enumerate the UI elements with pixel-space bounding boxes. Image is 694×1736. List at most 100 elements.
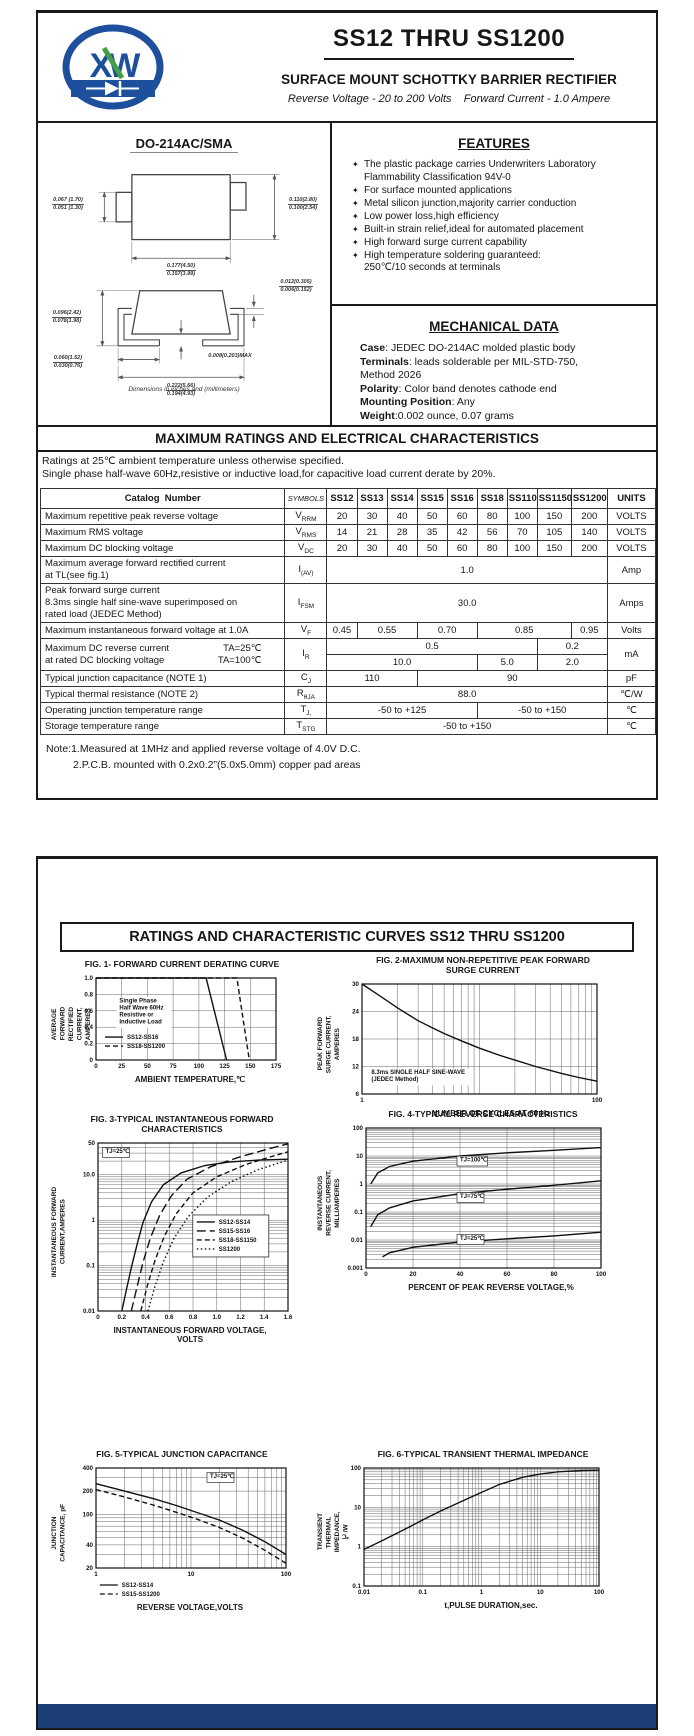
svg-text:1: 1 — [92, 1217, 96, 1224]
table-header-cell: SS13 — [356, 488, 388, 509]
svg-text:0.001: 0.001 — [348, 1265, 364, 1272]
figure-3-ylabel: INSTANTANEOUS FORWARD CURRENT,AMPERES — [51, 1186, 67, 1277]
table-cell: 40 — [386, 508, 418, 525]
svg-text:1: 1 — [360, 1181, 364, 1188]
svg-text:1.4: 1.4 — [260, 1314, 269, 1321]
svg-text:8.3ms SINGLE HALF SINE-WAVE(JE: 8.3ms SINGLE HALF SINE-WAVE (JEDEC Method… — [371, 1070, 465, 1083]
table-cell: TSTG — [284, 718, 328, 735]
svg-text:1: 1 — [358, 1544, 362, 1551]
table-cell: ℃ — [606, 718, 657, 735]
table-cell: Maximum RMS voltage — [39, 524, 286, 541]
table-cell: RθJA — [284, 686, 328, 703]
table-header-cell: SS18 — [476, 488, 508, 509]
svg-text:SS18-SS1150: SS18-SS1150 — [219, 1238, 257, 1244]
table-cell: VDC — [284, 540, 328, 557]
svg-text:0.01: 0.01 — [83, 1308, 96, 1315]
figure-5-ylabel: JUNCTION CAPACITANCE, pF — [51, 1503, 67, 1562]
svg-text:100: 100 — [281, 1571, 292, 1578]
figure-1-ylabel: AVERAGE FORWARD RECTIFIED CURRENT, AMPER… — [51, 1006, 92, 1041]
svg-text:100: 100 — [83, 1511, 94, 1518]
table-cell: Storage temperature range — [39, 718, 286, 735]
table-cell: pF — [606, 670, 657, 687]
figure-5-title: FIG. 5-TYPICAL JUNCTION CAPACITANCE — [96, 1449, 268, 1459]
table-cell: VRRM — [284, 508, 328, 525]
table-cell: 40 — [386, 540, 418, 557]
mechanical-item: Case: JEDEC DO-214AC molded plastic body — [360, 342, 576, 354]
svg-text:10: 10 — [537, 1589, 544, 1596]
mechanical-heading: MECHANICAL DATA — [429, 319, 559, 334]
figure-3-xlabel: INSTANTANEOUS FORWARD VOLTAGE, VOLTS — [113, 1326, 267, 1344]
table-cell: -50 to +125 — [326, 702, 478, 719]
bullet-icon: ✦ — [352, 185, 359, 195]
table-row: Typical junction capacitance (NOTE 1) CJ 1… — [39, 670, 657, 687]
svg-text:200: 200 — [83, 1488, 94, 1495]
figure-2-chart: 1 100 6 12 18 24 30 8.3ms SINGLE HALF SINE-WAVE… — [352, 981, 603, 1104]
bullet-icon: ✦ — [352, 224, 359, 234]
figure-3-title: FIG. 3-TYPICAL INSTANTANEOUS FORWARD CHA… — [90, 1114, 274, 1134]
bullet-icon: ✦ — [352, 250, 359, 260]
table-cell: 88.0 — [326, 686, 608, 703]
table-cell: 50 — [416, 540, 448, 557]
svg-text:SS12-SS14: SS12-SS14 — [219, 1220, 251, 1226]
ratings-desc-line2: Single phase half-wave 60Hz,resistive or… — [42, 468, 496, 480]
svg-text:0.8: 0.8 — [189, 1314, 198, 1321]
table-cell: Volts — [606, 622, 657, 639]
figure-1-xlabel: AMBIENT TEMPERATURE,℃ — [134, 1075, 246, 1084]
table-cell: 35 — [416, 524, 448, 541]
package-drawing-svg — [96, 173, 280, 382]
svg-text:75: 75 — [170, 1063, 177, 1070]
svg-text:100: 100 — [596, 1271, 607, 1278]
svg-text:0.8: 0.8 — [84, 991, 93, 998]
figure-5: FIG. 5-TYPICAL JUNCTION CAPACITANCE JUNC… — [51, 1449, 310, 1612]
svg-text:20: 20 — [86, 1565, 93, 1572]
svg-text:0: 0 — [90, 1057, 94, 1064]
figure-2-title: FIG. 2-MAXIMUM NON-REPETITIVE PEAK FORWA… — [376, 955, 590, 975]
table-header-cell: SS12 — [326, 488, 358, 509]
figure-3-chart: 0 0.2 0.4 0.6 0.8 1.0 1.2 1.4 1.6 0.01 0.1 1 10.0 50 T… — [83, 1140, 293, 1321]
feature-item: ✦ Built-in strain relief,ideal for automa… — [352, 223, 584, 235]
table-header-cell: SS15 — [416, 488, 448, 509]
svg-text:100: 100 — [194, 1063, 205, 1070]
svg-text:0: 0 — [364, 1271, 368, 1278]
feature-item: ✦ High temperature soldering guaranteed: … — [352, 249, 541, 274]
bullet-icon: ✦ — [352, 198, 359, 208]
ratings-desc-line1: Ratings at 25℃ ambient temperature unles… — [42, 455, 344, 467]
svg-text:1: 1 — [94, 1571, 98, 1578]
features-section: FEATURES ✦ The plastic package carries Un… — [332, 136, 656, 304]
table-cell: 140 — [570, 524, 608, 541]
svg-text:40: 40 — [86, 1542, 93, 1549]
table-cell: CJ — [284, 670, 328, 687]
figure-5-chart: 1 10 100 400 200 100 40 20 TJ=25℃ SS12-SS14 SS15-S… — [83, 1465, 292, 1598]
svg-text:10: 10 — [356, 1153, 363, 1160]
feature-item: ✦ Metal silicon junction,majority carrier… — [352, 197, 577, 209]
ratings-table: Catalog Number SYMBOLS SS12 SS13 SS14 SS15 SS1… — [39, 488, 657, 735]
svg-text:SS18-SS1200: SS18-SS1200 — [127, 1044, 166, 1050]
table-cell: 0.95 — [570, 622, 608, 639]
svg-text:1.2: 1.2 — [236, 1314, 245, 1321]
table-cell: 20 — [326, 508, 358, 525]
svg-text:1.0: 1.0 — [84, 975, 93, 982]
dim-body-height: 0.110(2.80) 0.100(2.54) — [288, 197, 318, 211]
svg-text:100: 100 — [353, 1125, 364, 1132]
svg-text:0.2: 0.2 — [117, 1314, 126, 1321]
table-row: Maximum repetitive peak reverse voltage V… — [39, 508, 657, 525]
figure-1-title: FIG. 1- FORWARD CURRENT DERATING CURVE — [84, 959, 280, 969]
table-header-cell: SS1200 — [570, 488, 608, 509]
figure-6: FIG. 6-TYPICAL TRANSIENT THERMAL IMPEDAN… — [317, 1449, 646, 1610]
table-cell: VF — [284, 622, 328, 639]
svg-text:1.6: 1.6 — [284, 1314, 293, 1321]
table-cell: IR — [284, 638, 328, 671]
part-title: SS12 THRU SS1200 — [332, 25, 566, 52]
svg-text:6: 6 — [356, 1091, 360, 1098]
table-cell: 10.0 — [326, 654, 478, 671]
note-1: Note:1.Measured at 1MHz and applied reve… — [46, 743, 361, 755]
table-cell: 80 — [476, 508, 508, 525]
ratings-description: Ratings at 25℃ ambient temperature unles… — [38, 452, 656, 488]
svg-text:20: 20 — [410, 1271, 417, 1278]
table-cell: 56 — [476, 524, 508, 541]
mechanical-list: Case: JEDEC DO-214AC molded plastic body… — [360, 342, 656, 423]
dim-profile-height: 0.096(2.42) 0.078(1.98) — [51, 310, 83, 324]
svg-text:125: 125 — [219, 1063, 230, 1070]
table-header-cell: SS14 — [386, 488, 418, 509]
